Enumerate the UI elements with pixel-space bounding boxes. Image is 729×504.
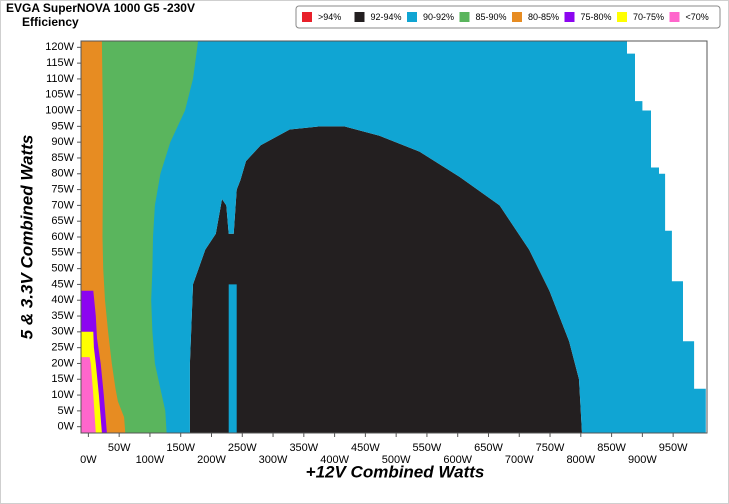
y-tick-label: 20W [51,357,74,369]
x-axis-label: +12V Combined Watts [306,462,485,481]
legend: >94% 92-94% 90-92% 85-90% 80-85% 75-80% 70-75%… [295,5,721,29]
x-tick-label: 750W [536,442,565,454]
x-tick-label: 600W [443,454,472,466]
plot-area [81,41,707,434]
x-tick-label: 800W [566,454,595,466]
x-tick-label: 700W [505,454,534,466]
y-tick-label: 15W [51,373,74,385]
y-tick-label: 90W [51,136,74,148]
legend-swatch [354,12,365,22]
x-tick-label: 350W [289,442,318,454]
y-tick-label: 25W [51,342,74,354]
x-tick-label: 50W [108,442,131,454]
x-tick-label: 150W [166,442,195,454]
y-tick-label: 100W [45,104,74,116]
legend-swatch [669,12,680,22]
efficiency-region [81,41,198,433]
y-tick-label: 105W [45,89,74,101]
efficiency-region [81,41,706,433]
legend-label: 90-92% [423,12,454,22]
y-tick-label: 35W [51,310,74,322]
x-tick-label: 850W [597,442,626,454]
x-tick-label: 100W [136,454,165,466]
x-tick-label: 300W [259,454,288,466]
x-tick-label: 950W [659,442,688,454]
legend-label: 80-85% [528,12,559,22]
y-tick-label: 95W [51,120,74,132]
legend-swatch [617,12,627,22]
y-tick-label: 40W [51,294,74,306]
y-axis-label: 5 & 3.3V Combined Watts [17,135,36,340]
legend-swatch [512,12,522,22]
x-tick-label: 500W [382,454,411,466]
y-tick-label: 0W [58,421,75,433]
y-tick-label: 5W [58,405,75,417]
legend-label: 85-90% [476,12,507,22]
y-tick-label: 55W [51,247,74,259]
x-tick-label: 400W [320,454,349,466]
y-tick-label: 65W [51,215,74,227]
y-tick-label: 75W [51,183,74,195]
y-tick-label: 110W [46,73,75,85]
y-tick-label: 80W [51,168,74,180]
x-tick-label: 900W [628,454,657,466]
y-tick-label: 10W [51,389,74,401]
legend-label: 70-75% [633,12,664,22]
y-tick-label: 85W [51,152,74,164]
legend-swatch [564,12,575,22]
y-tick-label: 60W [51,231,74,243]
x-tick-label: 450W [351,442,380,454]
legend-label: 92-94% [371,12,402,22]
efficiency-region [81,357,96,433]
y-tick-label: 70W [51,199,74,211]
x-tick-label: 200W [197,454,226,466]
legend-label: <70% [686,12,709,22]
x-tick-label: 650W [474,442,503,454]
chart-title: EVGA SuperNOVA 1000 G5 -230V [6,1,195,15]
chart-subtitle: Efficiency [22,15,79,29]
y-tick-label: 30W [51,326,74,338]
legend-swatch [459,12,470,22]
x-tick-label: 0W [80,454,97,466]
x-tick-label: 250W [228,442,257,454]
legend-box [295,5,721,29]
y-tick-label: 45W [51,278,74,290]
efficiency-region [189,126,582,434]
legend-swatch [302,12,312,22]
y-tick-label: 115W [46,57,75,69]
y-tick-label: 50W [51,263,74,275]
y-tick-label: 120W [45,41,74,53]
legend-label: >94% [318,12,341,22]
axes: 0W50W100W150W200W250W300W350W400W450W500… [45,41,688,466]
x-tick-label: 550W [413,442,442,454]
legend-swatch [407,12,417,22]
legend-label: 75-80% [581,12,612,22]
